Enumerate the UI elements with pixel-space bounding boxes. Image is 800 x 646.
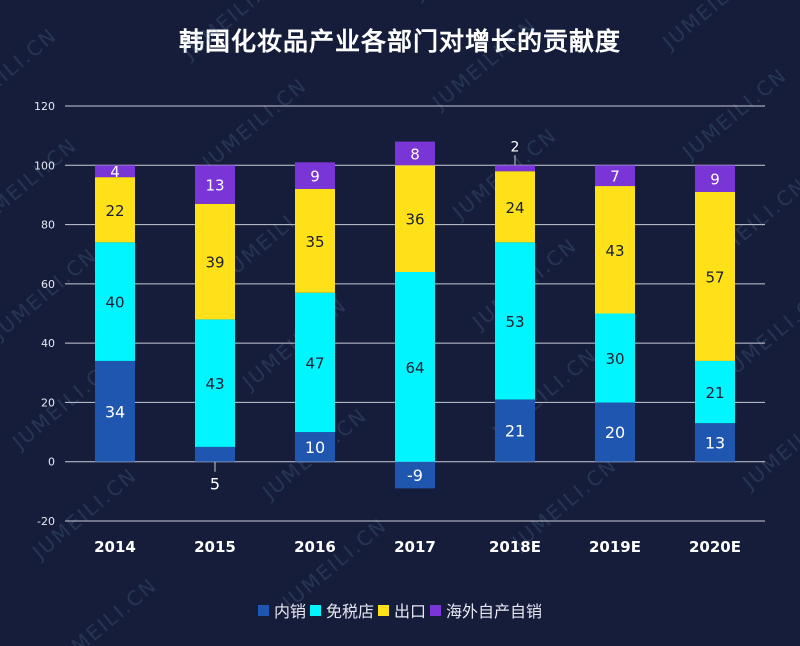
watermark: JUMEILI.CN — [406, 0, 522, 5]
x-tick-label: 2016 — [294, 538, 336, 556]
data-label: 8 — [410, 145, 420, 163]
bar-segment — [695, 423, 735, 462]
data-label: 53 — [505, 313, 524, 331]
bar-segment — [395, 461, 435, 489]
watermark: JUMEILI.CN — [196, 73, 312, 175]
data-label: 21 — [505, 422, 525, 441]
data-label: 13 — [205, 177, 224, 195]
watermark: JUMEILI.CN — [0, 0, 42, 15]
data-label: 43 — [205, 375, 224, 393]
bar-segment — [695, 360, 735, 424]
legend-item[interactable]: 内销 — [257, 598, 306, 622]
y-tick-label: 100 — [34, 159, 55, 172]
y-tick-label: 120 — [34, 100, 55, 113]
bar-segment — [295, 432, 335, 462]
data-label: -9 — [407, 466, 423, 485]
x-tick-label: 2015 — [194, 538, 236, 556]
data-label: 36 — [405, 211, 424, 229]
bar-segment — [495, 399, 535, 462]
data-label: 2 — [511, 139, 520, 155]
bar-segment — [395, 165, 435, 272]
y-tick-label: 0 — [48, 456, 55, 469]
x-tick-label: 2020E — [689, 538, 741, 556]
legend-swatch — [378, 604, 389, 616]
data-label: 47 — [305, 354, 324, 372]
data-label: 22 — [105, 202, 124, 220]
data-label: 39 — [205, 254, 224, 272]
data-label: 43 — [605, 242, 624, 260]
legend-item[interactable]: 海外自产自销 — [430, 598, 542, 622]
legend-item[interactable]: 出口 — [378, 598, 426, 622]
y-tick-label: 40 — [41, 337, 55, 350]
data-label: 21 — [705, 384, 724, 402]
data-label: 10 — [305, 438, 325, 457]
legend-label: 免税店 — [325, 602, 374, 621]
bar-segment — [195, 165, 235, 204]
watermark: JUMEILI.CN — [426, 13, 542, 115]
bar-segment — [195, 319, 235, 447]
bar-segment — [595, 402, 635, 462]
bar-segment — [95, 165, 135, 178]
data-label: 57 — [705, 268, 724, 286]
data-label: 20 — [605, 423, 625, 442]
legend: 内销 免税店 出口 海外自产自销 — [0, 598, 800, 622]
data-label: 9 — [710, 171, 720, 189]
watermark: JUMEILI.CN — [656, 0, 772, 55]
watermark: JUMEILI.CN — [0, 243, 102, 345]
legend-swatch — [309, 604, 321, 616]
bar-segment — [395, 141, 435, 166]
legend-label: 出口 — [394, 602, 427, 621]
data-label: 30 — [605, 350, 624, 368]
data-label: 64 — [405, 359, 424, 377]
data-label: 5 — [210, 475, 220, 494]
legend-label: 海外自产自销 — [446, 602, 543, 621]
x-tick-label: 2014 — [94, 538, 136, 556]
x-tick-label: 2017 — [394, 538, 436, 556]
bar-segment — [95, 242, 135, 361]
bar-segment — [295, 162, 335, 189]
bar-segment — [495, 165, 535, 172]
data-label: 7 — [610, 168, 620, 186]
data-label: 40 — [105, 294, 124, 312]
bar-segment — [295, 292, 335, 433]
bar-segment — [495, 171, 535, 243]
data-label: 24 — [505, 199, 524, 217]
y-tick-label: 60 — [41, 278, 55, 291]
data-label: 34 — [105, 402, 125, 421]
bar-segment — [595, 313, 635, 403]
y-tick-label: -20 — [37, 515, 55, 528]
bar-segment — [95, 177, 135, 243]
bar-segment — [95, 360, 135, 462]
y-tick-label: 80 — [41, 219, 55, 232]
data-label: 9 — [310, 168, 320, 186]
legend-item[interactable]: 免税店 — [309, 598, 374, 622]
bar-segment — [495, 242, 535, 400]
x-tick-label: 2019E — [589, 538, 641, 556]
legend-label: 内销 — [273, 602, 306, 621]
watermark: JUMEILI.CN — [176, 0, 292, 65]
bar-segment — [395, 272, 435, 462]
bar-segment — [595, 186, 635, 314]
legend-swatch — [430, 604, 442, 616]
bar-segment — [695, 191, 735, 361]
chart-title: 韩国化妆品产业各部门对增长的贡献度 — [178, 27, 621, 56]
data-label: 13 — [705, 433, 725, 452]
bar-segment — [595, 165, 635, 187]
bar-segment — [195, 446, 235, 462]
watermark: JUMEILI.CN — [676, 63, 792, 165]
watermark: JUMEILI.CN — [736, 393, 800, 495]
x-tick-label: 2018E — [489, 538, 541, 556]
data-label: 35 — [305, 233, 324, 251]
legend-swatch — [257, 604, 269, 616]
bar-segment — [295, 189, 335, 293]
data-label: 4 — [110, 163, 120, 181]
bar-segment — [195, 203, 235, 320]
y-tick-label: 20 — [41, 396, 55, 409]
bar-segment — [695, 165, 735, 192]
